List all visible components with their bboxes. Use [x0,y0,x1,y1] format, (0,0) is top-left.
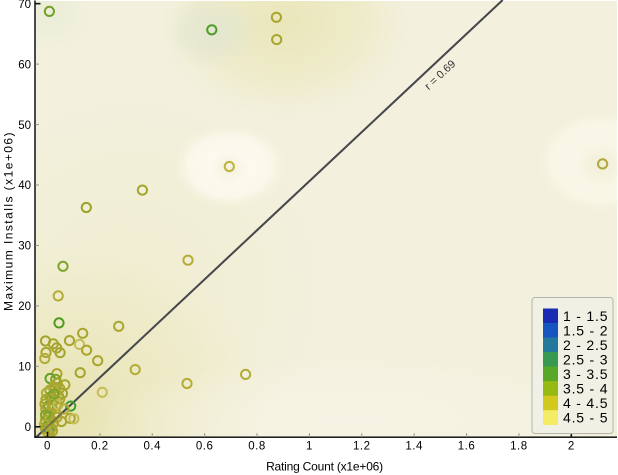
svg-text:0.6: 0.6 [196,441,214,453]
svg-text:30: 30 [18,241,31,253]
svg-text:0: 0 [44,441,51,453]
svg-text:60: 60 [18,59,31,71]
svg-text:20: 20 [18,301,31,313]
svg-text:70: 70 [18,0,31,11]
svg-text:1.2: 1.2 [353,441,371,453]
svg-text:40: 40 [18,180,31,192]
svg-text:4.5 - 5: 4.5 - 5 [563,409,608,425]
svg-text:4 - 4.5: 4 - 4.5 [563,395,608,411]
svg-text:0: 0 [25,422,31,434]
svg-text:0.4: 0.4 [144,441,162,453]
svg-text:2.5 - 3: 2.5 - 3 [563,351,608,367]
svg-text:3 - 3.5: 3 - 3.5 [563,366,608,382]
svg-text:1.4: 1.4 [405,441,423,453]
svg-text:2: 2 [568,441,575,453]
svg-text:2 - 2.5: 2 - 2.5 [563,337,608,353]
svg-text:50: 50 [18,120,31,132]
svg-text:0.2: 0.2 [91,441,109,453]
svg-text:Rating Count (x1e+06): Rating Count (x1e+06) [266,460,383,474]
svg-text:1.8: 1.8 [510,441,528,453]
svg-text:0.8: 0.8 [248,441,266,453]
svg-text:1 - 1.5: 1 - 1.5 [563,308,608,324]
svg-text:1.5 - 2: 1.5 - 2 [563,322,608,338]
svg-text:10: 10 [18,362,31,374]
svg-text:1.6: 1.6 [458,441,476,453]
svg-text:Maximum Installs (x1e+06): Maximum Installs (x1e+06) [2,131,16,311]
svg-text:3.5 - 4: 3.5 - 4 [563,380,608,396]
svg-text:1: 1 [306,441,313,453]
